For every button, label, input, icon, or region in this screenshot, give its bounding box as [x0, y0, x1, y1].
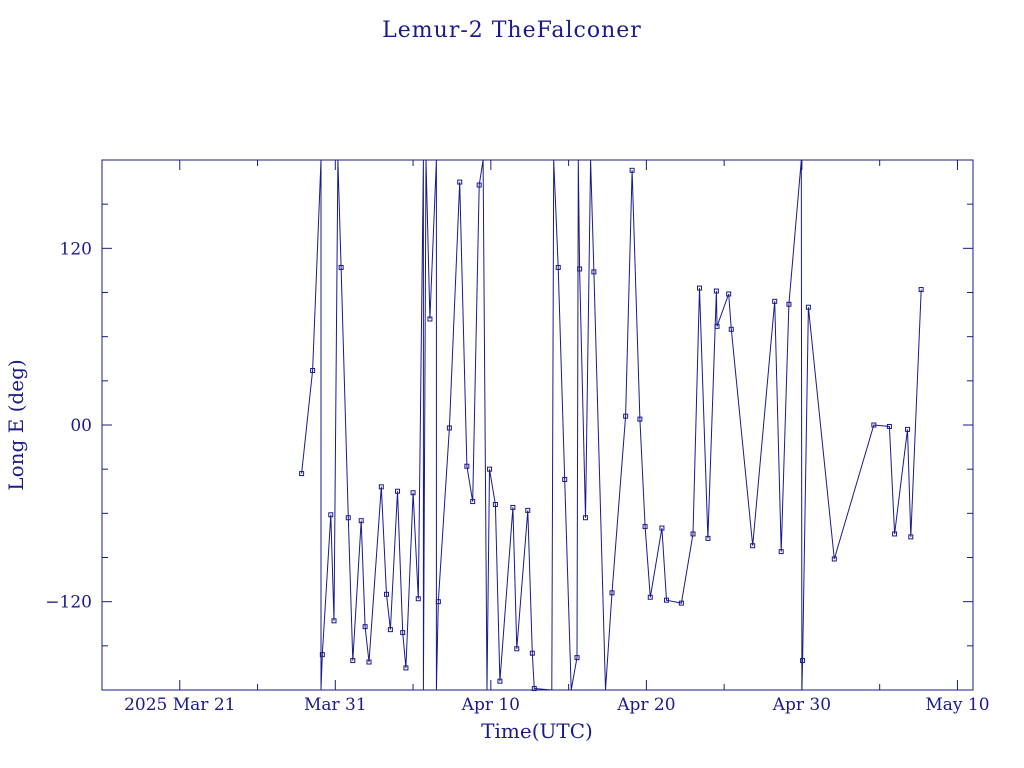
- data-point: [427, 316, 433, 322]
- data-point: [531, 686, 537, 692]
- data-point: [487, 466, 493, 472]
- data-point: [362, 624, 368, 630]
- data-point: [629, 167, 635, 173]
- data-point: [525, 507, 531, 513]
- data-point: [446, 425, 452, 431]
- data-point: [642, 524, 648, 530]
- data-point: [609, 590, 615, 596]
- data-point: [918, 287, 924, 293]
- data-point: [778, 549, 784, 555]
- chart-title: Lemur-2 TheFalconer: [382, 18, 642, 43]
- data-point: [410, 490, 416, 496]
- data-point: [457, 179, 463, 185]
- data-point: [582, 515, 588, 521]
- data-point: [591, 269, 597, 275]
- data-point: [464, 463, 470, 469]
- data-point: [514, 646, 520, 652]
- data-point: [886, 423, 892, 429]
- data-point: [510, 504, 516, 510]
- axis-ticks: [101, 159, 973, 691]
- data-point: [647, 594, 653, 600]
- data-point: [476, 182, 482, 188]
- y-axis-label: Long E (deg): [4, 359, 28, 490]
- data-point: [497, 678, 503, 684]
- data-point: [726, 291, 732, 297]
- data-point: [871, 422, 877, 428]
- data-point: [400, 630, 406, 636]
- axis-tick-labels: 2025 Mar 21 Mar 31 Apr 10 Apr 20 Apr 30 May 1…: [45, 239, 989, 715]
- data-point: [562, 476, 568, 482]
- data-point: [378, 484, 384, 490]
- x-tick-label: Apr 10: [461, 695, 520, 715]
- data-point: [697, 285, 703, 291]
- x-tick-label: Apr 20: [616, 695, 675, 715]
- data-point: [800, 658, 806, 664]
- data-point: [345, 515, 351, 521]
- y-tick-label: 120: [60, 239, 92, 259]
- data-point: [387, 627, 393, 633]
- data-point: [384, 591, 390, 597]
- data-point: [310, 368, 316, 374]
- x-tick-label: May 10: [925, 695, 989, 715]
- data-point: [908, 534, 914, 540]
- data-point: [395, 488, 401, 494]
- x-tick-label: Apr 30: [772, 695, 831, 715]
- series-line: [301, 159, 922, 691]
- data-point: [786, 301, 792, 307]
- data-point: [319, 652, 325, 658]
- data-point: [338, 264, 344, 270]
- data-point: [714, 323, 720, 329]
- data-point: [403, 665, 409, 671]
- data-point: [328, 512, 334, 518]
- data-point: [637, 416, 643, 422]
- data-point: [299, 471, 305, 477]
- data-point: [805, 304, 811, 310]
- data-point: [663, 597, 669, 603]
- data-point: [905, 426, 911, 432]
- data-point: [555, 264, 561, 270]
- data-point: [435, 599, 441, 605]
- data-point: [470, 499, 476, 505]
- plot-area: [299, 159, 924, 692]
- data-point: [892, 531, 898, 537]
- data-point: [529, 650, 535, 656]
- data-point: [492, 502, 498, 507]
- y-tick-label: −120: [45, 593, 92, 613]
- x-tick-label: Mar 31: [304, 695, 367, 715]
- data-point: [659, 525, 665, 531]
- y-tick-label: 00: [70, 416, 92, 436]
- data-point: [574, 655, 580, 661]
- data-point: [831, 556, 837, 562]
- data-point: [750, 543, 756, 549]
- data-point: [772, 298, 778, 304]
- x-tick-label: 2025 Mar 21: [124, 695, 235, 715]
- data-point: [331, 618, 337, 624]
- x-axis-label: Time(UTC): [481, 719, 593, 743]
- data-point: [728, 326, 734, 332]
- data-point: [713, 288, 719, 294]
- data-point: [358, 518, 364, 524]
- plot-frame: [101, 159, 974, 691]
- data-point: [623, 413, 629, 419]
- data-point: [705, 535, 711, 541]
- data-point: [350, 658, 356, 664]
- data-point: [366, 659, 372, 665]
- data-point: [577, 266, 583, 272]
- data-point: [678, 600, 684, 606]
- data-point: [690, 531, 696, 537]
- data-point: [415, 596, 421, 602]
